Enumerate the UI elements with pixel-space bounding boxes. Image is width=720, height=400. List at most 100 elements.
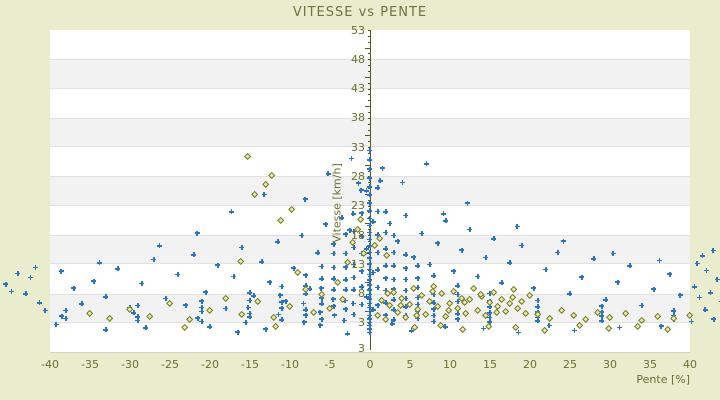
y-tick-mark — [368, 199, 370, 201]
scatter-point-blue — [151, 256, 157, 262]
scatter-point-blue — [259, 259, 265, 265]
scatter-point-blue — [351, 262, 357, 268]
scatter-point-blue — [247, 314, 253, 320]
scatter-point-blue — [207, 324, 213, 330]
scatter-point-blue — [377, 178, 383, 184]
scatter-point-blue — [277, 292, 283, 298]
scatter-point-blue — [519, 242, 525, 248]
scatter-point-blue — [331, 265, 337, 271]
y-tick-mark — [368, 41, 370, 43]
scatter-point-blue — [692, 284, 698, 290]
scatter-point-blue — [391, 232, 397, 238]
scatter-point-blue — [367, 277, 373, 283]
scatter-point-olive — [604, 324, 613, 333]
scatter-point-olive — [356, 215, 365, 224]
scatter-point-blue — [3, 281, 9, 287]
scatter-point-blue — [415, 316, 421, 322]
scatter-point-olive — [470, 284, 478, 293]
y-tick-mark — [368, 71, 370, 72]
scatter-point-blue — [499, 280, 505, 286]
scatter-point-olive — [654, 312, 662, 321]
scatter-point-blue — [415, 263, 421, 269]
scatter-point-blue — [367, 266, 373, 272]
scatter-point-blue — [131, 310, 137, 316]
scatter-point-blue — [389, 321, 395, 327]
scatter-point-olive — [287, 206, 296, 214]
scatter-point-olive — [402, 313, 410, 322]
scatter-point-blue — [347, 227, 353, 233]
scatter-point-blue — [367, 326, 373, 332]
scatter-point-blue — [228, 209, 234, 215]
scatter-point-blue — [359, 302, 365, 308]
scatter-point-blue — [424, 161, 430, 167]
scatter-point-olive — [458, 325, 467, 334]
scatter-point-blue — [175, 272, 181, 278]
scatter-point-blue — [572, 327, 578, 333]
scatter-point-blue — [203, 289, 209, 295]
y-tick-label: 8 — [358, 287, 365, 301]
scatter-point-olive — [510, 286, 518, 294]
scatter-point-blue — [567, 291, 573, 297]
scatter-point-blue — [53, 321, 59, 327]
scatter-point-blue — [375, 185, 381, 191]
x-tick-label: 5 — [406, 358, 414, 371]
scatter-point-blue — [704, 268, 710, 274]
scatter-point-blue — [343, 287, 349, 293]
scatter-point-blue — [115, 266, 121, 272]
x-tick-label: -30 — [121, 358, 139, 371]
scatter-point-blue — [375, 267, 381, 273]
scatter-point-olive — [446, 299, 454, 308]
x-tick-label: 0 — [366, 358, 374, 371]
scatter-point-blue — [319, 316, 325, 322]
y-tick-mark — [368, 100, 370, 102]
y-tick-mark — [368, 182, 370, 184]
scatter-point-blue — [279, 317, 285, 323]
scatter-point-blue — [367, 200, 373, 206]
scatter-point-blue — [375, 302, 381, 308]
scatter-point-blue — [391, 317, 397, 323]
scatter-point-blue — [331, 241, 337, 247]
y-tick-mark — [368, 94, 370, 96]
scatter-point-blue — [514, 224, 520, 230]
scatter-point-blue — [163, 296, 169, 302]
y-tick-mark — [368, 123, 370, 125]
y-tick-mark — [368, 117, 370, 119]
scatter-point-blue — [332, 312, 338, 318]
scatter-point-blue — [243, 320, 249, 326]
scatter-point-blue — [467, 227, 473, 233]
scatter-point-blue — [318, 285, 324, 291]
scatter-point-olive — [261, 180, 270, 189]
scatter-point-olive — [254, 297, 262, 306]
y-tick-label: 53 — [351, 23, 365, 37]
scatter-point-blue — [491, 236, 497, 242]
scatter-point-olive — [236, 257, 245, 266]
scatter-point-blue — [367, 229, 373, 235]
scatter-point-olive — [106, 314, 114, 323]
scatter-point-blue — [507, 260, 513, 266]
scatter-point-blue — [487, 319, 493, 325]
scatter-point-blue — [367, 175, 373, 181]
scatter-point-blue — [711, 316, 717, 322]
scatter-point-blue — [370, 269, 376, 275]
scatter-point-blue — [531, 285, 537, 291]
scatter-point-blue — [303, 312, 309, 318]
scatter-point-blue — [535, 318, 541, 324]
scatter-point-olive — [474, 306, 482, 315]
scatter-point-blue — [331, 276, 337, 282]
scatter-point-blue — [300, 300, 306, 306]
scatter-point-olive — [638, 316, 646, 325]
scatter-point-blue — [251, 293, 257, 299]
scatter-point-blue — [351, 311, 357, 317]
scatter-point-blue — [415, 295, 421, 300]
scatter-point-blue — [319, 263, 325, 269]
y-tick-mark — [368, 229, 370, 231]
y-tick-mark — [368, 53, 370, 55]
scatter-point-blue — [391, 249, 397, 255]
scatter-point-blue — [487, 310, 493, 316]
scatter-point-olive — [422, 310, 430, 319]
scatter-point-blue — [195, 315, 201, 321]
scatter-point-blue — [658, 323, 664, 329]
scatter-point-olive — [462, 309, 470, 318]
scatter-point-blue — [275, 239, 281, 245]
scatter-point-blue — [71, 285, 77, 291]
